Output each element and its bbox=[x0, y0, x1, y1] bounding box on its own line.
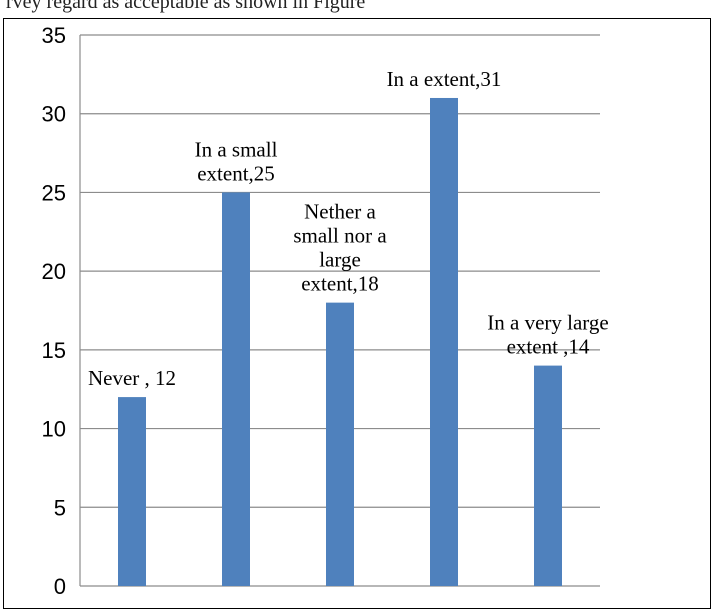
data-label-line: In a small bbox=[195, 137, 278, 161]
data-label-0: Never , 12 bbox=[88, 366, 176, 390]
y-tick-label: 15 bbox=[42, 338, 66, 363]
data-label-3: In a extent,31 bbox=[387, 67, 502, 91]
y-tick-label: 30 bbox=[42, 102, 66, 127]
data-label-1: In a small extent,25 bbox=[195, 137, 278, 185]
bar-0 bbox=[118, 397, 146, 586]
bar-2 bbox=[326, 302, 354, 586]
data-label-line: In a very large bbox=[487, 311, 608, 335]
y-tick-label: 25 bbox=[42, 180, 66, 205]
bar-3 bbox=[430, 97, 458, 586]
y-tick-label: 35 bbox=[42, 23, 66, 48]
y-axis: 0 5 10 15 20 25 30 35 bbox=[42, 23, 81, 599]
y-tick-label: 0 bbox=[54, 574, 66, 599]
data-labels: Never , 12 In a small extent,25 Nether a sma… bbox=[88, 67, 609, 390]
data-label-4: In a very large extent ,14 bbox=[487, 311, 608, 359]
bars bbox=[118, 97, 562, 586]
y-tick-label: 5 bbox=[54, 495, 66, 520]
data-label-line: extent,18 bbox=[301, 272, 379, 296]
bar-4 bbox=[534, 365, 562, 586]
data-label-line: In a extent,31 bbox=[387, 67, 502, 91]
data-label-line: Nether a bbox=[304, 200, 376, 224]
data-label-line: small nor a bbox=[293, 224, 387, 248]
header-strip: rvey regard as acceptable as shown in Fi… bbox=[0, 0, 716, 18]
data-label-2: Nether a small nor a large extent,18 bbox=[293, 200, 387, 296]
y-tick-label: 10 bbox=[42, 417, 66, 442]
y-tick-label: 20 bbox=[42, 259, 66, 284]
data-label-line: extent ,14 bbox=[507, 335, 590, 359]
bar-1 bbox=[222, 192, 250, 586]
header-text: rvey regard as acceptable as shown in Fi… bbox=[6, 0, 366, 13]
data-label-line: large bbox=[319, 248, 361, 272]
data-label-line: extent,25 bbox=[197, 161, 275, 185]
data-label-line: Never , 12 bbox=[88, 366, 176, 390]
